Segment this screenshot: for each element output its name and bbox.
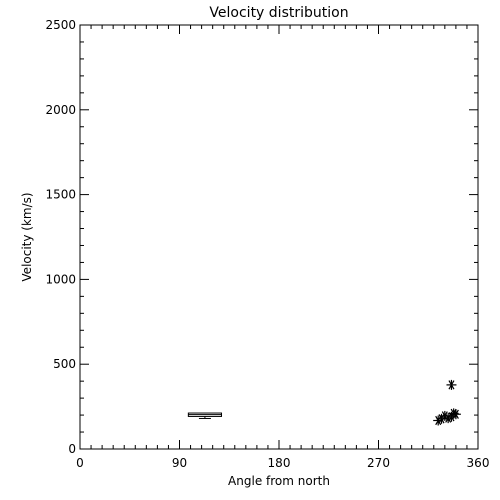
plot-frame	[79, 24, 479, 450]
y-tick-label: 500	[53, 357, 76, 371]
x-tick-label: 360	[467, 456, 490, 470]
y-tick-label: 1000	[45, 272, 76, 286]
x-tick-label: 90	[172, 456, 187, 470]
x-axis-ticks	[79, 25, 479, 449]
y-axis-label: Velocity (km/s)	[20, 192, 34, 281]
x-tick-label: 270	[367, 456, 390, 470]
y-tick-label: 2500	[45, 18, 76, 32]
x-axis-tick-labels: 0 90 180 270 360	[76, 456, 489, 470]
x-tick-label: 180	[268, 456, 291, 470]
x-tick-label: 0	[76, 456, 84, 470]
data-points	[433, 379, 461, 426]
chart-title: Velocity distribution	[209, 5, 348, 21]
y-tick-label: 2000	[45, 103, 76, 117]
data-point-asterisk	[450, 409, 461, 420]
data-point-asterisk	[446, 379, 457, 390]
y-tick-label: 1500	[45, 188, 76, 202]
y-axis-tick-labels: 0 500 1000 1500 2000 2500	[45, 18, 76, 456]
y-tick-label: 0	[68, 442, 76, 456]
x-axis-label: Angle from north	[228, 474, 330, 488]
y-axis-ticks	[80, 24, 478, 450]
data-point-asterisk	[433, 415, 444, 426]
box-plot	[187, 412, 223, 419]
